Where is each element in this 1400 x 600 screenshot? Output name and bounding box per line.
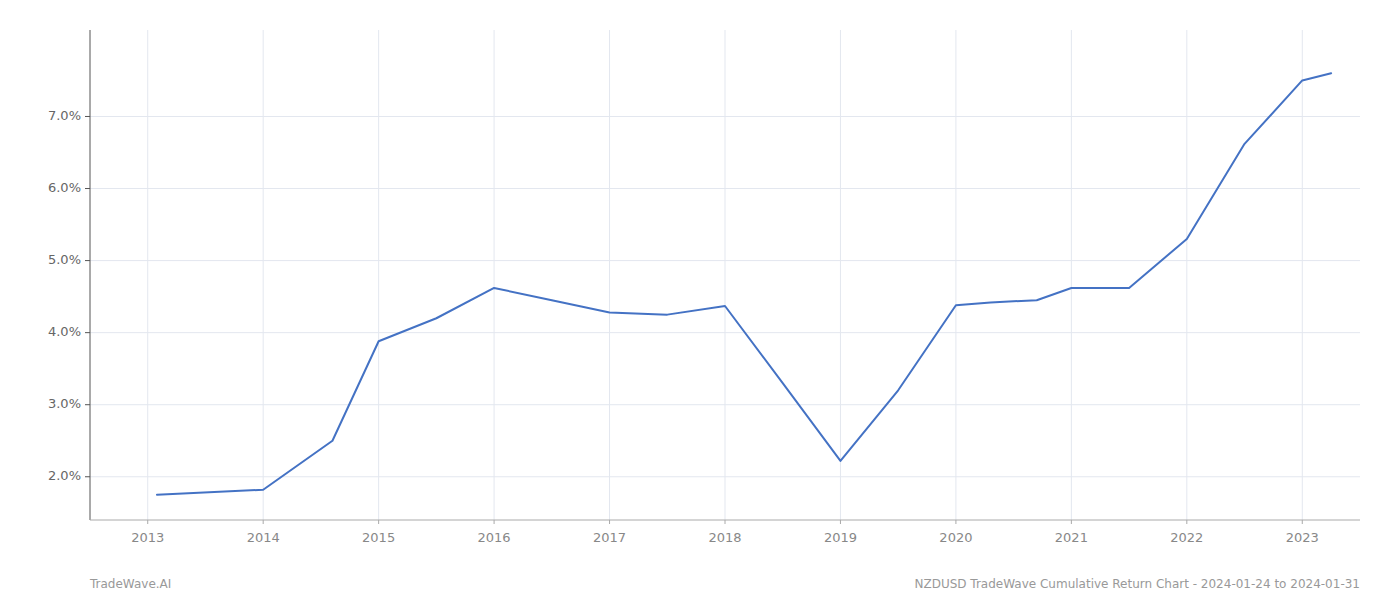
y-tick [85,476,90,477]
x-grid-line [840,30,841,520]
page: {"chart_data": {"type": "line", "x": [20… [0,0,1400,600]
x-grid-line [263,30,264,520]
x-grid-line [1302,30,1303,520]
x-tick-label: 2017 [593,530,626,545]
x-tick-label: 2015 [362,530,395,545]
x-grid-line [1071,30,1072,520]
grid [90,30,1360,520]
chart-container: 2.0% 3.0% 4.0% 5.0% 6.0% 7.0% 2013 2014 2015 2016… [0,0,1400,600]
chart: 2.0% 3.0% 4.0% 5.0% 6.0% 7.0% 2013 2014 2015 2016… [0,0,1400,600]
plot-area [157,73,1331,495]
y-tick [85,116,90,117]
x-tick [1071,520,1072,524]
x-tick [263,520,264,524]
x-tick-label: 2016 [478,530,511,545]
x-tick-label: 2023 [1286,530,1319,545]
x-tick-label: 2021 [1055,530,1088,545]
y-tick [85,188,90,189]
x-grid-line [147,30,148,520]
x-grid-line [955,30,956,520]
x-tick-label: 2018 [708,530,741,545]
x-grid-line [494,30,495,520]
x-tick [494,520,495,524]
y-tick-label: 5.0% [48,252,81,267]
y-tick [85,332,90,333]
x-tick [725,520,726,524]
footer-annotation: NZDUSD TradeWave Cumulative Return Chart… [914,577,1360,591]
x-tick [840,520,841,524]
x-tick [147,520,148,524]
y-tick [85,404,90,405]
x-grid-line [1186,30,1187,520]
y-tick [85,260,90,261]
x-tick [609,520,610,524]
x-axis: 2013 2014 2015 2016 2017 2018 2019 2020 2021 2022… [131,520,1319,545]
x-grid-line [725,30,726,520]
x-tick [1186,520,1187,524]
x-tick-label: 2013 [131,530,164,545]
x-tick-label: 2022 [1170,530,1203,545]
y-axis: 2.0% 3.0% 4.0% 5.0% 6.0% 7.0% [48,108,90,483]
y-tick-label: 6.0% [48,180,81,195]
background [0,0,1400,600]
y-tick-label: 7.0% [48,108,81,123]
x-tick-label: 2019 [824,530,857,545]
x-tick [378,520,379,524]
y-tick-label: 4.0% [48,324,81,339]
y-axis-line [90,30,91,520]
x-tick-label: 2014 [247,530,280,545]
x-grid-line [609,30,610,520]
footer-annotation: TradeWave.AI [89,577,171,591]
line [157,73,1331,495]
y-tick-label: 3.0% [48,396,81,411]
x-tick [1302,520,1303,524]
x-tick [955,520,956,524]
x-grid-line [378,30,379,520]
x-tick-label: 2020 [939,530,972,545]
y-tick-label: 2.0% [48,468,81,483]
